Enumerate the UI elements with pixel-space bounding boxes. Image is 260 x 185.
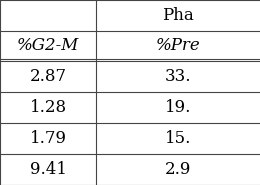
Text: 9.41: 9.41 — [30, 161, 67, 178]
Text: 19.: 19. — [165, 99, 191, 116]
Text: %G2-M: %G2-M — [17, 37, 79, 54]
Text: 33.: 33. — [165, 68, 191, 85]
Text: 15.: 15. — [165, 130, 191, 147]
Text: 1.28: 1.28 — [30, 99, 67, 116]
Text: 1.79: 1.79 — [30, 130, 67, 147]
Text: 2.9: 2.9 — [165, 161, 191, 178]
Text: %Pre: %Pre — [156, 37, 200, 54]
Text: 2.87: 2.87 — [30, 68, 67, 85]
Text: Pha: Pha — [162, 7, 194, 24]
